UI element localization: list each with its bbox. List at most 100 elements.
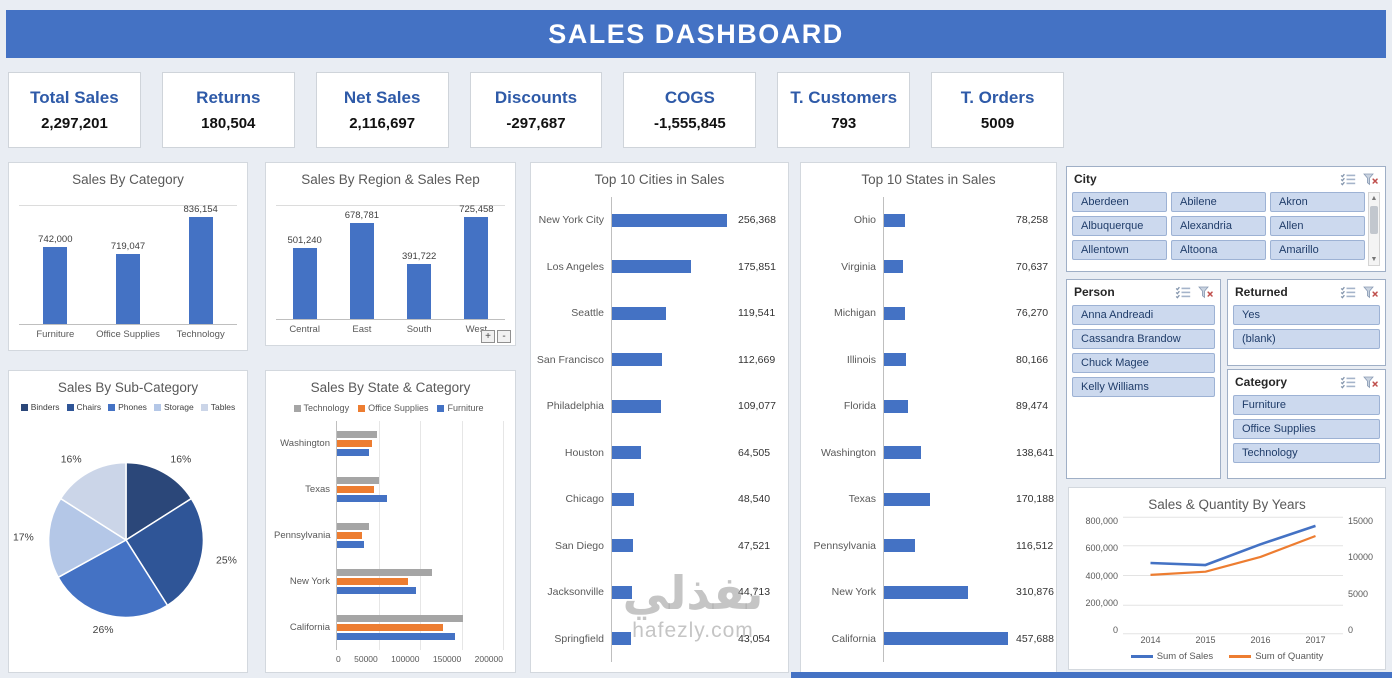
bar xyxy=(884,632,1008,646)
bar-row-new-york: New York 310,876 xyxy=(805,569,1054,616)
slicer-item-albuquerque[interactable]: Albuquerque xyxy=(1072,216,1167,236)
clear-filter-icon[interactable] xyxy=(1363,286,1378,299)
gridline xyxy=(461,421,463,467)
multiselect-icon[interactable] xyxy=(1340,286,1356,299)
legend-swatch xyxy=(108,403,116,411)
chart-title: Top 10 States in Sales xyxy=(861,172,996,187)
pivot-collapse-button[interactable]: - xyxy=(497,330,511,343)
data-label: 119,541 xyxy=(738,307,776,320)
pie-data-label: 25% xyxy=(216,556,237,567)
x-axis-tick: 0 xyxy=(336,654,341,664)
slicer-item-allen[interactable]: Allen xyxy=(1270,216,1365,236)
card-sales-by-region: Sales By Region & Sales Rep 501,240 678,7… xyxy=(265,162,516,346)
slicer-item-furniture[interactable]: Furniture xyxy=(1233,395,1380,415)
category-label: California xyxy=(831,632,876,645)
bar-track xyxy=(611,429,733,476)
kpi-card-returns: Returns 180,504 xyxy=(161,72,295,148)
slicer-item-aberdeen[interactable]: Aberdeen xyxy=(1072,192,1167,212)
multiselect-icon[interactable] xyxy=(1340,376,1356,389)
scrollbar-thumb[interactable] xyxy=(1370,206,1378,234)
clear-filter-icon[interactable] xyxy=(1363,376,1378,389)
slicer-item-cassandra-brandow[interactable]: Cassandra Brandow xyxy=(1072,329,1215,349)
data-label: 457,688 xyxy=(1016,632,1054,645)
bar xyxy=(612,306,666,320)
scrollbar-track[interactable] xyxy=(1369,204,1379,254)
scrollbar[interactable]: ▲ ▼ xyxy=(1368,192,1380,266)
x-axis-label: Central xyxy=(289,324,320,335)
top-cities-chart: New York City 256,368 Los Angeles 175,851 Se… xyxy=(531,189,788,672)
kpi-label: Returns xyxy=(196,88,261,107)
bar-furniture xyxy=(337,586,416,594)
bar-row-san-diego: San Diego 47,521 xyxy=(535,522,786,569)
category-label: Pennsylvania xyxy=(274,529,331,541)
multiselect-icon[interactable] xyxy=(1340,173,1356,186)
kpi-value: 2,297,201 xyxy=(41,115,108,132)
x-axis-label: 2016 xyxy=(1250,635,1271,645)
slicer-item-altoona[interactable]: Altoona xyxy=(1171,240,1266,260)
slicer-item-technology[interactable]: Technology xyxy=(1233,443,1380,463)
legend-label: Storage xyxy=(163,402,194,412)
legend-label: Furniture xyxy=(447,403,484,413)
clear-filter-icon[interactable] xyxy=(1198,286,1213,299)
pie-data-label: 17% xyxy=(13,533,34,544)
column-technology: 836,154 xyxy=(164,204,237,324)
slicer-returned: Returned Yes (blank) xyxy=(1227,279,1386,366)
data-label: 391,722 xyxy=(401,250,437,262)
pie-slice-chairs xyxy=(124,497,205,607)
legend-item-storage: Storage xyxy=(153,402,194,412)
slicer-item-allentown[interactable]: Allentown xyxy=(1072,240,1167,260)
legend-item-sum-of-sales: Sum of Sales xyxy=(1130,651,1214,662)
bar-track xyxy=(883,476,1011,523)
clear-filter-icon[interactable] xyxy=(1363,173,1378,186)
kpi-card-net-sales: Net Sales 2,116,697 xyxy=(315,72,449,148)
bar-track xyxy=(611,522,733,569)
scroll-down-button[interactable]: ▼ xyxy=(1370,256,1378,263)
bar xyxy=(884,306,905,320)
x-axis-label: East xyxy=(352,324,372,335)
kpi-label: COGS xyxy=(664,88,715,107)
pie-data-label: 16% xyxy=(61,455,82,466)
bar-furniture xyxy=(337,449,369,457)
kpi-label: T. Orders xyxy=(960,88,1035,107)
category-label: Jacksonville xyxy=(547,586,604,599)
slicer-items: Furniture Office Supplies Technology xyxy=(1233,395,1380,473)
slicer-item-anna-andreadi[interactable]: Anna Andreadi xyxy=(1072,305,1215,325)
bar-furniture xyxy=(337,495,387,503)
slicer-item-kelly-williams[interactable]: Kelly Williams xyxy=(1072,377,1215,397)
scroll-up-button[interactable]: ▲ xyxy=(1370,195,1378,202)
slicer-item-blank[interactable]: (blank) xyxy=(1233,329,1380,349)
bar xyxy=(188,216,213,324)
slicer-item-akron[interactable]: Akron xyxy=(1270,192,1365,212)
category-label: Florida xyxy=(843,400,876,413)
multiselect-icon[interactable] xyxy=(1175,286,1191,299)
legend-label: Office Supplies xyxy=(368,403,429,413)
gridline xyxy=(503,512,504,559)
gridline xyxy=(503,466,504,513)
legend-label: Sum of Sales xyxy=(1156,651,1214,662)
legend-label: Chairs xyxy=(76,402,102,412)
pivot-expand-button[interactable]: + xyxy=(481,330,495,343)
y-axis-tick: 800,000 xyxy=(1085,516,1118,526)
group-california: California xyxy=(274,604,504,650)
bar-row-ohio: Ohio 78,258 xyxy=(805,197,1054,244)
bar xyxy=(116,254,140,324)
slicer-item-office-supplies[interactable]: Office Supplies xyxy=(1233,419,1380,439)
data-label: 256,368 xyxy=(738,214,776,227)
x-axis: Central East South West xyxy=(276,319,505,337)
slicer-item-amarillo[interactable]: Amarillo xyxy=(1270,240,1365,260)
slicer-item-abilene[interactable]: Abilene xyxy=(1171,192,1266,212)
data-label: 138,641 xyxy=(1016,446,1054,459)
kpi-value: 2,116,697 xyxy=(349,115,416,132)
slicer-header: Category xyxy=(1228,370,1385,392)
kpi-value: 5009 xyxy=(980,115,1015,132)
slicer-item-chuck-magee[interactable]: Chuck Magee xyxy=(1072,353,1215,373)
bar-office-supplies xyxy=(337,486,375,494)
bar-office-supplies xyxy=(337,623,444,631)
slicer-item-yes[interactable]: Yes xyxy=(1233,305,1380,325)
series-line-sum-of-quantity xyxy=(1151,536,1316,575)
category-label: San Francisco xyxy=(536,353,604,366)
slicer-item-alexandria[interactable]: Alexandria xyxy=(1171,216,1266,236)
pie-chart: 16% 25% 26% 17% 16% xyxy=(13,455,237,636)
legend-line-sample xyxy=(1130,655,1153,658)
data-label: 678,781 xyxy=(344,210,380,222)
